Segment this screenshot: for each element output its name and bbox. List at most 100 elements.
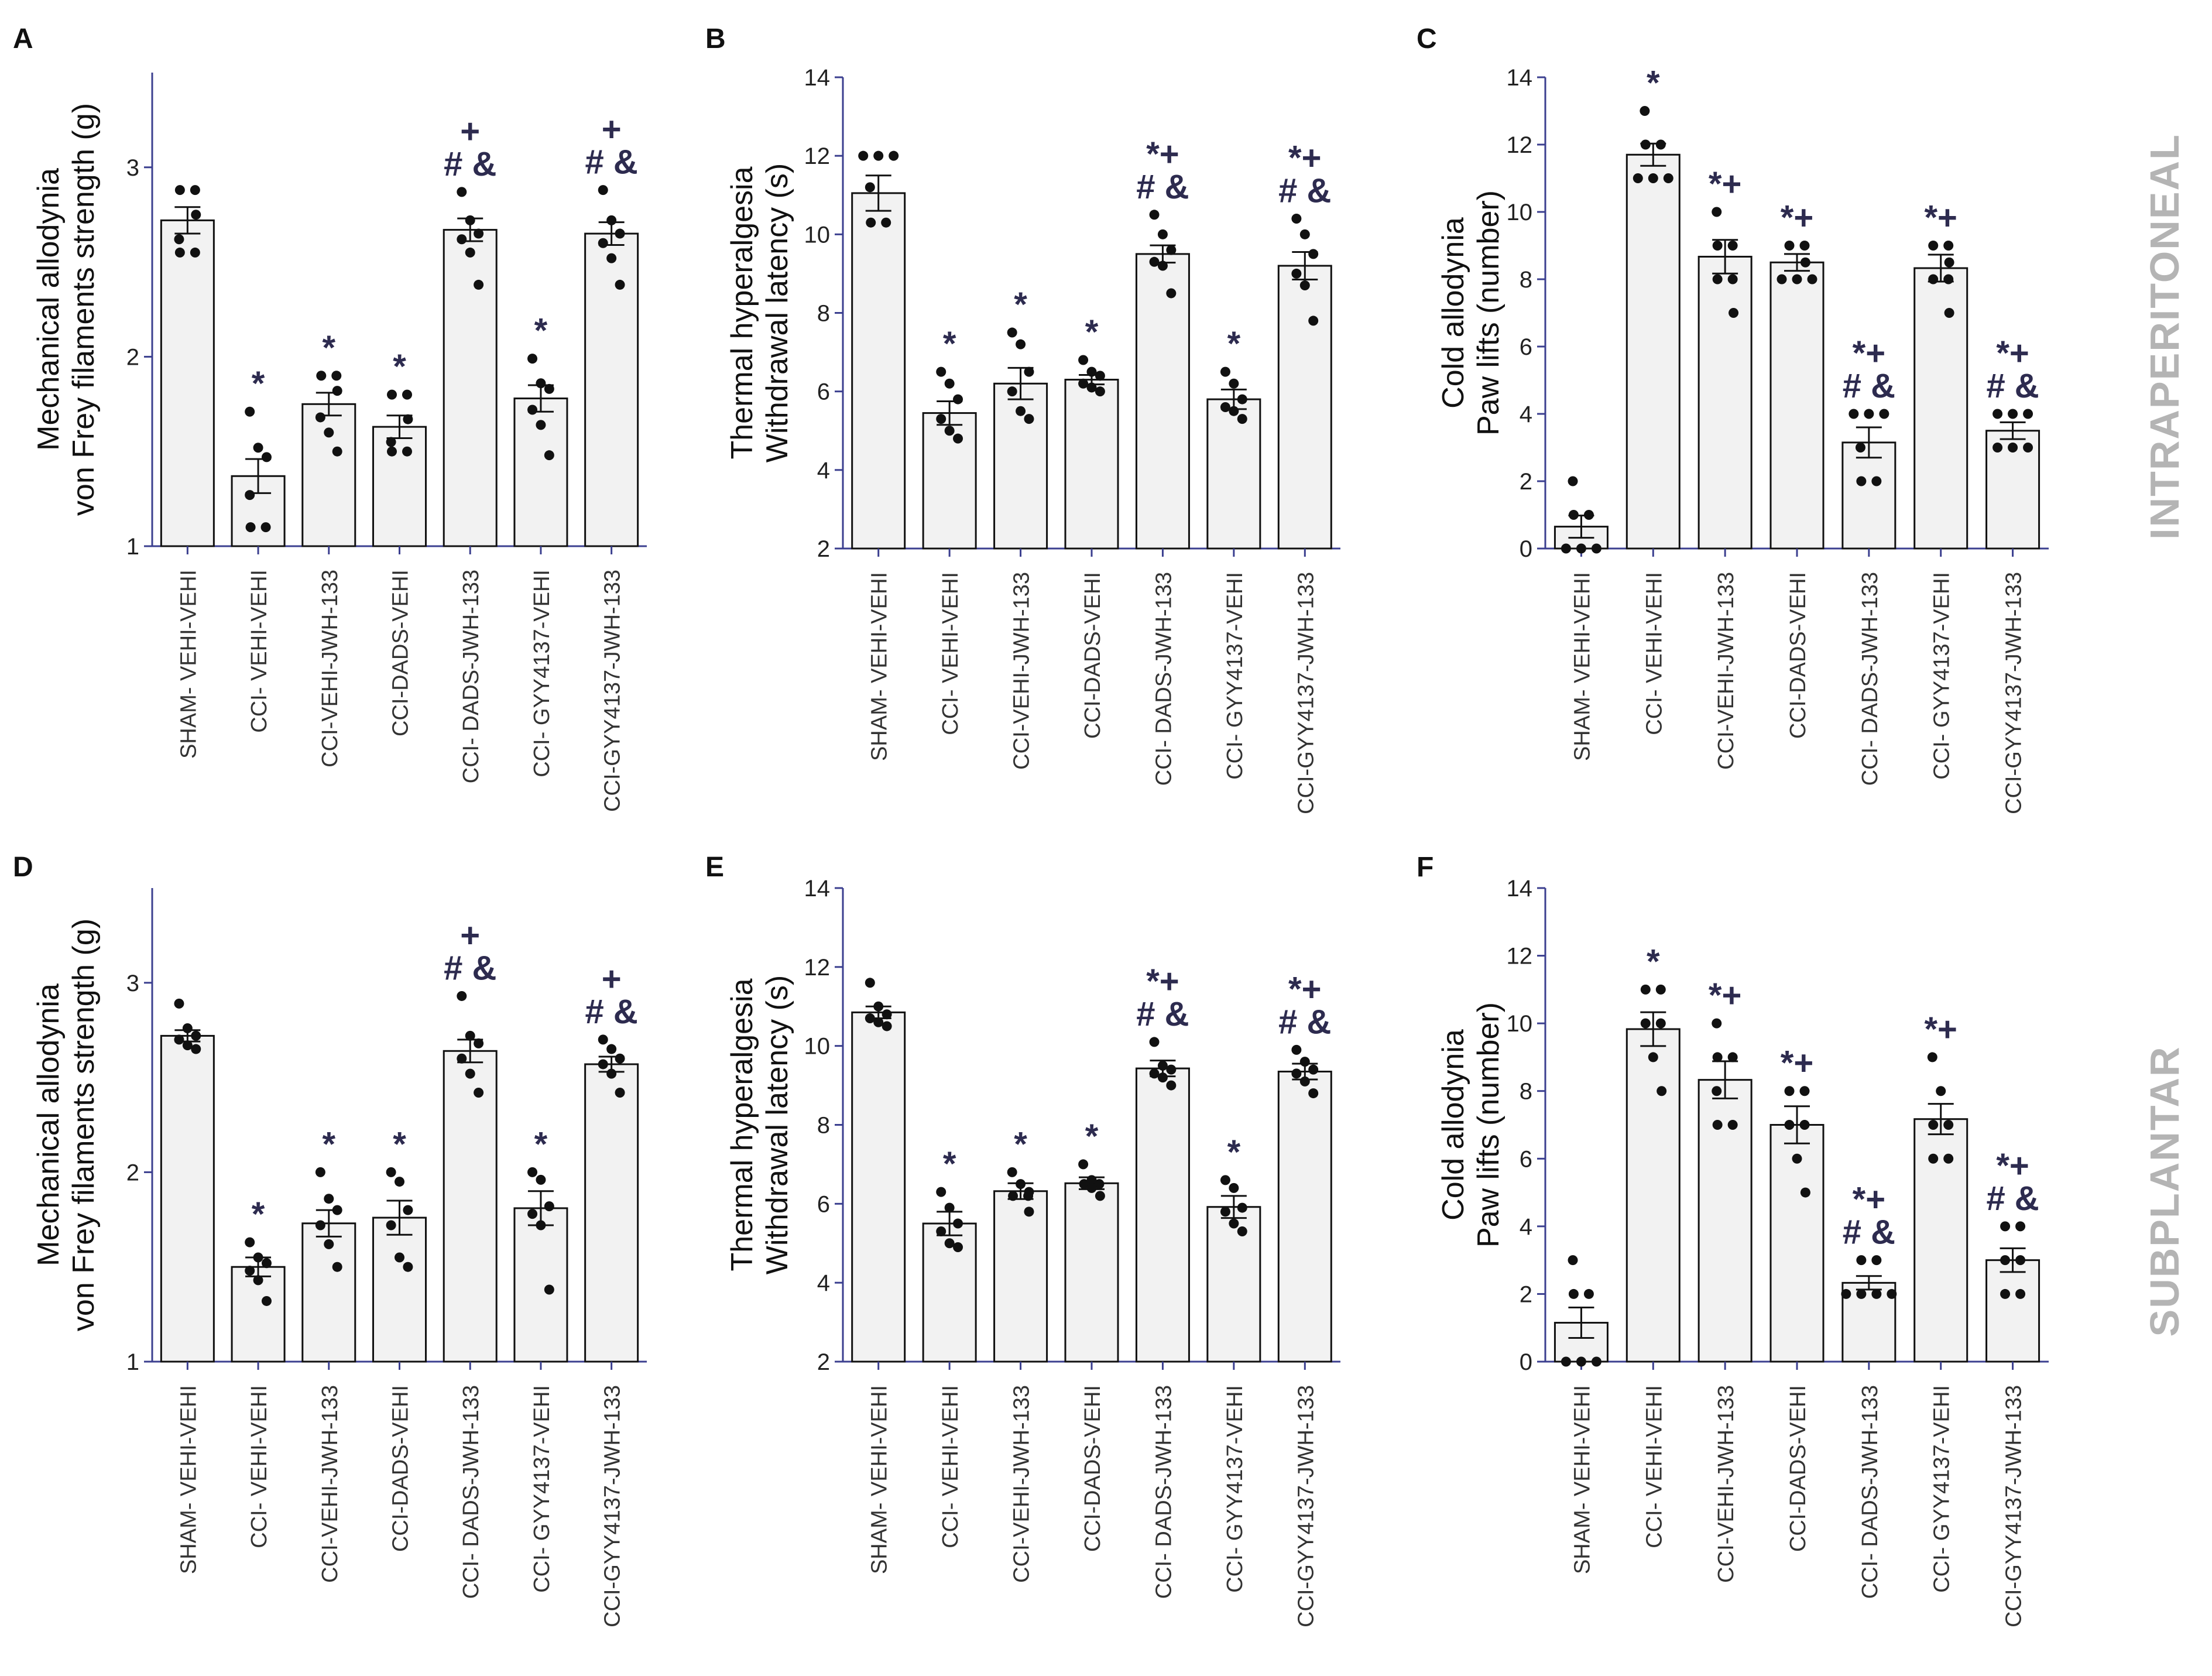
y-tick-label-c: 14: [1507, 65, 1533, 91]
bar-c: [1913, 267, 1968, 550]
x-tick-label-d: CCI- GYY4137-VEHI: [530, 1385, 554, 1593]
x-tick-label-e: CCI-VEHI-JWH-133: [1010, 1385, 1034, 1583]
data-point-a: [606, 253, 617, 263]
data-point-d: [324, 1194, 334, 1204]
x-tick-label-d: CCI-DADS-VEHI: [389, 1385, 413, 1552]
significance-annotation-a: *: [393, 348, 406, 386]
data-point-d: [457, 1053, 467, 1064]
data-point-c: [1561, 543, 1571, 554]
significance-annotation-d: +: [460, 916, 480, 954]
data-point-c: [1568, 476, 1578, 486]
data-point-d: [245, 1237, 255, 1247]
data-point-e: [953, 1218, 963, 1229]
x-tick-label-e: CCI- VEHI-VEHI: [938, 1385, 963, 1548]
data-point-f: [1568, 1255, 1578, 1266]
y-tick-label-d: 1: [126, 1349, 139, 1375]
data-point-b: [1229, 378, 1239, 389]
data-point-c: [1807, 274, 1817, 285]
data-point-b: [858, 150, 869, 161]
bar-e: [1206, 1206, 1261, 1363]
x-tick-label-c: SHAM- VEHI-VEHI: [1570, 572, 1594, 761]
y-axis-label-line1-e: Thermal hyperalgesia: [725, 978, 759, 1271]
data-point-b: [1291, 268, 1302, 279]
data-point-d: [606, 1068, 617, 1079]
data-point-f: [1727, 1052, 1738, 1063]
data-point-e: [1299, 1076, 1310, 1087]
panel-letter-f: F: [1417, 852, 1433, 883]
data-point-a: [387, 446, 397, 457]
significance-annotation-b: *: [1014, 286, 1027, 324]
x-tick-label-d: CCI- VEHI-VEHI: [247, 1385, 272, 1548]
data-point-d: [544, 1201, 554, 1212]
y-tick-label-f: 2: [1520, 1281, 1532, 1307]
data-point-d: [474, 1038, 484, 1048]
data-point-b: [1007, 386, 1017, 397]
x-tick-label-d: SHAM- VEHI-VEHI: [176, 1385, 201, 1574]
data-point-c: [1943, 274, 1954, 285]
data-point-e: [865, 1013, 875, 1023]
data-point-d: [536, 1220, 546, 1231]
data-point-c: [1655, 139, 1666, 150]
panel-letter-d: D: [13, 852, 33, 883]
y-tick-label-e: 4: [817, 1270, 830, 1296]
data-point-c: [1992, 409, 2003, 419]
data-point-e: [865, 978, 875, 988]
significance-annotation-b: # &: [1278, 172, 1331, 210]
data-point-e: [882, 1009, 892, 1020]
y-tick-label-c: 6: [1520, 334, 1532, 360]
data-point-a: [465, 247, 475, 258]
data-point-c: [1663, 173, 1673, 183]
y-tick-label-a: 2: [126, 344, 139, 370]
data-point-b: [1149, 210, 1160, 220]
x-tick-label-b: CCI-VEHI-JWH-133: [1010, 572, 1034, 770]
data-point-d: [457, 990, 467, 1001]
data-point-a: [324, 427, 334, 438]
data-point-c: [2023, 409, 2033, 419]
y-tick-label-f: 4: [1520, 1214, 1532, 1240]
data-point-b: [1308, 249, 1319, 259]
significance-annotation-e: *: [1227, 1133, 1241, 1171]
data-point-e: [1308, 1064, 1319, 1075]
data-point-e: [1229, 1218, 1239, 1229]
data-point-c: [1800, 257, 1810, 268]
data-point-b: [1308, 316, 1319, 326]
significance-annotation-e: *+: [1146, 962, 1179, 1000]
bar-f: [1985, 1259, 2040, 1363]
data-point-f: [1712, 1018, 1722, 1029]
data-point-c: [1568, 510, 1579, 520]
data-point-c: [1928, 241, 1939, 251]
x-tick-label-a: CCI-DADS-VEHI: [389, 570, 413, 736]
bar-b: [1135, 253, 1190, 550]
data-point-f: [1712, 1086, 1722, 1096]
x-tick-label-c: CCI-GYY4137-JWH-133: [2002, 572, 2026, 814]
y-axis-label-line2-b: Withdrawal latency (s): [760, 163, 794, 462]
data-point-e: [882, 1021, 892, 1031]
bar-a: [372, 426, 427, 547]
data-point-a: [191, 210, 201, 220]
data-point-f: [1648, 1052, 1658, 1063]
y-axis-label-line1-d: Mechanical allodynia: [32, 983, 66, 1266]
y-tick-label-c: 8: [1520, 267, 1532, 293]
data-point-b: [1024, 366, 1034, 377]
bar-d: [584, 1063, 639, 1363]
data-point-b: [1157, 261, 1168, 271]
data-point-f: [1927, 1052, 1937, 1063]
x-tick-label-f: CCI-VEHI-JWH-133: [1714, 1385, 1738, 1583]
y-axis-label-line2-a: von Frey filaments strength (g): [67, 103, 101, 516]
data-point-d: [474, 1087, 484, 1098]
data-point-c: [1729, 308, 1739, 318]
data-point-a: [253, 443, 263, 453]
x-tick-label-f: CCI-GYY4137-JWH-133: [2002, 1385, 2026, 1627]
data-point-d: [191, 1044, 201, 1054]
significance-annotation-e: *: [1085, 1118, 1099, 1156]
data-point-f: [2015, 1221, 2026, 1232]
data-point-b: [873, 150, 884, 161]
bar-c: [1697, 255, 1753, 550]
data-point-a: [386, 437, 396, 447]
data-point-c: [2008, 443, 2018, 453]
side-label-intraperitoneal: INTRAPERITONEAL: [2142, 133, 2187, 540]
significance-annotation-d: *: [393, 1125, 406, 1163]
data-point-b: [1291, 214, 1302, 224]
significance-annotation-b: *: [1227, 325, 1241, 363]
data-point-e: [944, 1202, 955, 1213]
